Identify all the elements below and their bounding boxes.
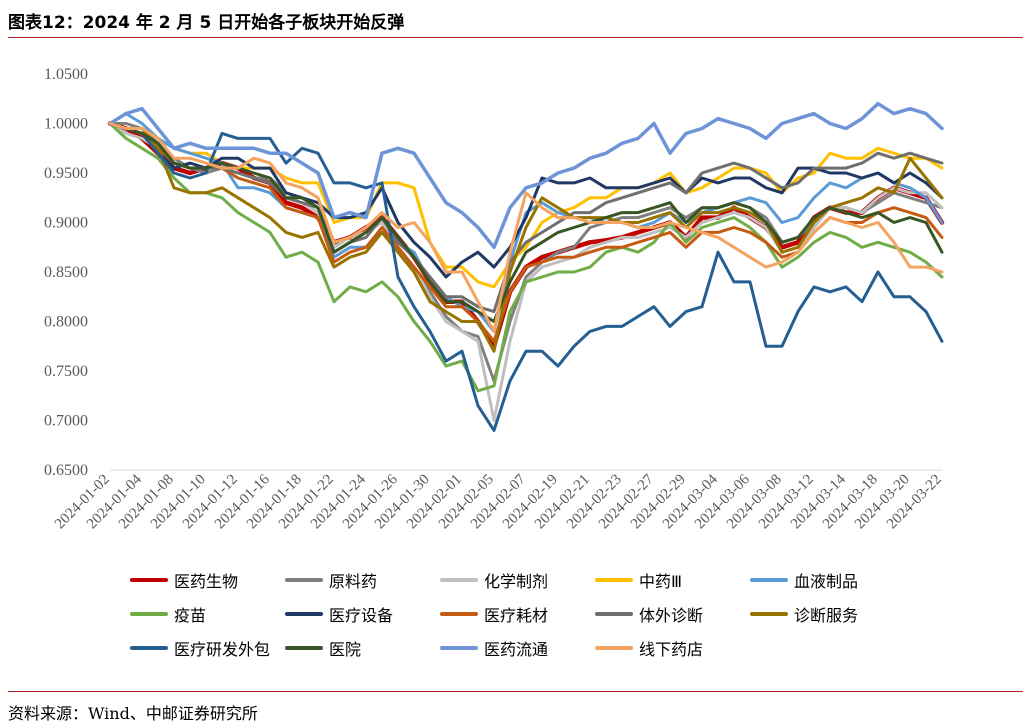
legend-label: 医药生物 [174,572,239,591]
series-line-体外诊断 [108,122,944,314]
legend-swatch [130,646,168,650]
y-axis-ticks: 0.6500 0.7000 0.7500 0.8000 0.8500 0.9000 0.95… [44,66,942,479]
series-line-线下药店 [108,122,944,333]
legend-swatch [440,646,478,650]
y-tick-label: 0.8500 [44,264,88,281]
legend-item: 医院 [285,636,361,660]
legend-swatch [750,612,788,616]
legend-item: 医疗研发外包 [130,636,270,660]
legend-item: 化学制剂 [440,568,548,592]
legend-item: 医药生物 [130,568,238,592]
legend-label: 医疗研发外包 [174,640,271,659]
legend-label: 医疗设备 [329,606,394,625]
x-axis-ticks: 2024-01-022024-01-042024-01-082024-01-10… [52,471,945,532]
y-tick-label: 0.7000 [44,413,88,430]
legend-label: 原料药 [329,572,378,591]
legend-label: 医院 [329,640,362,659]
series-line-医疗耗材 [108,122,944,343]
line-chart: 0.6500 0.7000 0.7500 0.8000 0.8500 0.9000 0.95… [44,66,945,532]
legend-swatch [750,578,788,582]
legend-label: 线下药店 [639,640,704,659]
series-line-血液制品 [108,112,944,333]
series-line-医疗设备 [108,122,944,279]
y-tick-label: 0.7500 [44,363,88,380]
legend-item: 原料药 [285,568,377,592]
legend-label: 体外诊断 [639,606,704,625]
chart-legend: 医药生物 原料药 化学制剂 中药Ⅲ 血液制品疫苗 医疗设备 医疗耗材 体外诊断 诊断服务医疗研发… [130,568,930,678]
series-line-医药流通 [108,101,944,250]
legend-swatch [285,612,323,616]
legend-item: 疫苗 [130,602,206,626]
legend-swatch [285,646,323,650]
chart-title: 图表12：2024 年 2 月 5 日开始各子板块开始反弹 [8,13,405,33]
legend-item: 医疗设备 [285,602,393,626]
legend-swatch [285,578,323,582]
y-tick-label: 0.6500 [44,462,88,479]
legend-swatch [130,578,168,582]
legend-label: 医疗耗材 [484,606,549,625]
y-tick-label: 0.8000 [44,314,88,331]
legend-label: 诊断服务 [794,606,859,625]
legend-item: 医药流通 [440,636,548,660]
legend-swatch [595,578,633,582]
source-note: 资料来源：Wind、中邮证券研究所 [8,704,258,723]
series-line-医疗研发外包 [108,122,944,432]
legend-swatch [440,612,478,616]
series-line-疫苗 [108,122,944,393]
legend-item: 线下药店 [595,636,703,660]
y-tick-label: 0.9000 [44,215,88,232]
legend-swatch [595,646,633,650]
legend-label: 血液制品 [794,572,859,591]
legend-item: 医疗耗材 [440,602,548,626]
legend-item: 诊断服务 [750,602,858,626]
y-tick-label: 1.0000 [44,116,88,133]
legend-label: 化学制剂 [484,572,549,591]
legend-item: 体外诊断 [595,602,703,626]
series-line-医院 [108,122,944,323]
legend-item: 血液制品 [750,568,858,592]
series-line-诊断服务 [108,122,944,353]
legend-swatch [440,578,478,582]
bottom-divider [8,691,1023,692]
y-tick-label: 0.9500 [44,165,88,182]
legend-label: 医药流通 [484,640,549,659]
y-tick-label: 1.0500 [44,66,88,83]
legend-label: 中药Ⅲ [639,572,683,591]
legend-item: 中药Ⅲ [595,568,682,592]
series-lines [107,101,945,432]
top-divider [8,37,1023,38]
legend-label: 疫苗 [174,606,207,625]
legend-swatch [130,612,168,616]
legend-swatch [595,612,633,616]
